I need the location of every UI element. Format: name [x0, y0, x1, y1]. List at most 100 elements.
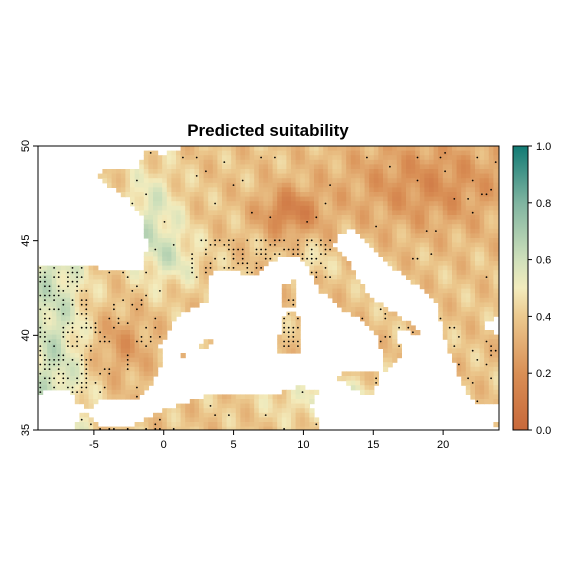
raster-cell [153, 196, 159, 202]
raster-cell [456, 251, 462, 257]
raster-cell [392, 159, 398, 165]
raster-cell [208, 150, 214, 156]
occurrence-point [39, 391, 42, 393]
occurrence-point [108, 340, 111, 343]
raster-cell [479, 150, 485, 156]
occurrence-point [287, 345, 290, 347]
raster-cell [452, 182, 458, 188]
raster-cell [107, 353, 113, 359]
raster-cell [263, 403, 269, 409]
raster-cell [410, 192, 416, 198]
raster-cell [323, 279, 329, 285]
occurrence-point [53, 276, 55, 278]
raster-cell [470, 389, 476, 395]
raster-cell [387, 169, 393, 175]
raster-cell [194, 247, 200, 253]
raster-cell [415, 279, 421, 285]
raster-cell [479, 205, 485, 211]
occurrence-point [99, 391, 101, 393]
raster-cell [488, 169, 494, 175]
raster-cell [226, 219, 232, 225]
raster-cell [240, 192, 246, 198]
raster-cell [406, 169, 412, 175]
raster-cell [341, 205, 347, 211]
raster-cell [258, 394, 264, 400]
raster-cell [258, 150, 264, 156]
raster-cell [102, 376, 108, 382]
raster-cell [378, 320, 384, 326]
raster-cell [406, 164, 412, 170]
raster-cell [456, 219, 462, 225]
raster-cell [383, 187, 389, 193]
raster-cell [493, 380, 499, 386]
raster-cell [392, 155, 398, 161]
occurrence-point [274, 244, 276, 246]
raster-cell [360, 164, 366, 170]
occurrence-point [76, 345, 78, 347]
raster-cell [465, 385, 471, 391]
raster-cell [208, 155, 214, 161]
raster-cell [212, 394, 218, 400]
raster-cell [341, 293, 347, 299]
raster-cell [153, 343, 159, 349]
raster-cell [300, 205, 306, 211]
raster-cell [479, 274, 485, 280]
raster-cell [203, 426, 209, 430]
raster-cell [447, 274, 453, 280]
raster-cell [373, 192, 379, 198]
raster-cell [148, 302, 154, 308]
raster-cell [364, 210, 370, 216]
raster-cell [199, 261, 205, 267]
raster-cell [245, 417, 251, 423]
raster-cell [70, 293, 76, 299]
raster-cell [189, 159, 195, 165]
raster-cell [323, 187, 329, 193]
raster-cell [392, 205, 398, 211]
raster-cell [93, 339, 99, 345]
raster-cell [176, 311, 182, 317]
raster-cell [406, 187, 412, 193]
raster-cell [295, 399, 301, 405]
raster-cell [203, 210, 209, 216]
raster-cell [281, 297, 287, 303]
occurrence-point [122, 299, 124, 301]
raster-cell [272, 150, 278, 156]
raster-cell [42, 348, 48, 354]
raster-cell [396, 196, 402, 202]
raster-cell [125, 380, 131, 386]
occurrence-point [113, 303, 115, 306]
occurrence-point [485, 340, 488, 343]
raster-cell [300, 155, 306, 161]
raster-cell [452, 164, 458, 170]
raster-cell [309, 150, 315, 156]
occurrence-point [39, 326, 42, 329]
raster-cell [107, 182, 113, 188]
raster-cell [295, 334, 301, 340]
raster-cell [346, 205, 352, 211]
raster-cell [373, 146, 379, 152]
raster-cell [401, 265, 407, 271]
raster-cell [419, 155, 425, 161]
raster-cell [438, 146, 444, 152]
raster-cell [452, 242, 458, 248]
raster-cell [479, 173, 485, 179]
raster-cell [470, 376, 476, 382]
raster-cell [424, 146, 430, 152]
raster-cell [291, 343, 297, 349]
occurrence-point [260, 248, 262, 251]
raster-cell [56, 376, 62, 382]
raster-cell [396, 251, 402, 257]
occurrence-point [453, 326, 456, 329]
raster-cell [323, 256, 329, 262]
occurrence-point [416, 179, 419, 182]
raster-cell [392, 330, 398, 336]
raster-cell [429, 215, 435, 221]
raster-cell [364, 178, 370, 184]
raster-cell [116, 376, 122, 382]
raster-cell [484, 399, 490, 405]
raster-cell [479, 270, 485, 276]
raster-cell [493, 288, 499, 294]
raster-cell [199, 228, 205, 234]
raster-cell [452, 146, 458, 152]
raster-cell [240, 242, 246, 248]
